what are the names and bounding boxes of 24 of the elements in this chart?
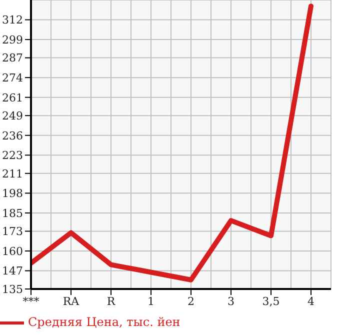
y-tick-label: 287 [2,52,23,65]
y-tick-label: 211 [2,167,23,180]
x-tick-label: R [106,294,116,308]
x-tick-label: 3 [228,294,234,308]
y-tick-label: 236 [2,129,23,142]
y-tick-label: 173 [2,225,23,238]
y-tick-label: 198 [2,187,23,200]
y-tick-label: 274 [2,71,23,84]
y-tick-label: 160 [2,244,23,258]
y-tick-label: 135 [2,282,23,296]
x-tick-label: 1 [148,294,154,308]
x-tick-label: *** [22,294,40,308]
y-tick-label: 312 [2,14,23,27]
y-tick-label: 261 [2,91,23,104]
y-tick-label: 147 [2,264,23,278]
x-tick-label: 3,5 [262,294,280,308]
legend-label: Средняя Цена, тыс. йен [28,315,180,330]
x-tick-label: 2 [188,294,194,308]
x-tick-label: RA [62,294,80,308]
y-tick-label: 249 [2,110,23,123]
x-tick-label: 4 [308,294,314,308]
y-tick-label: 223 [2,149,23,162]
y-tick-label: 299 [2,33,23,46]
y-tick-label: 185 [2,206,23,220]
